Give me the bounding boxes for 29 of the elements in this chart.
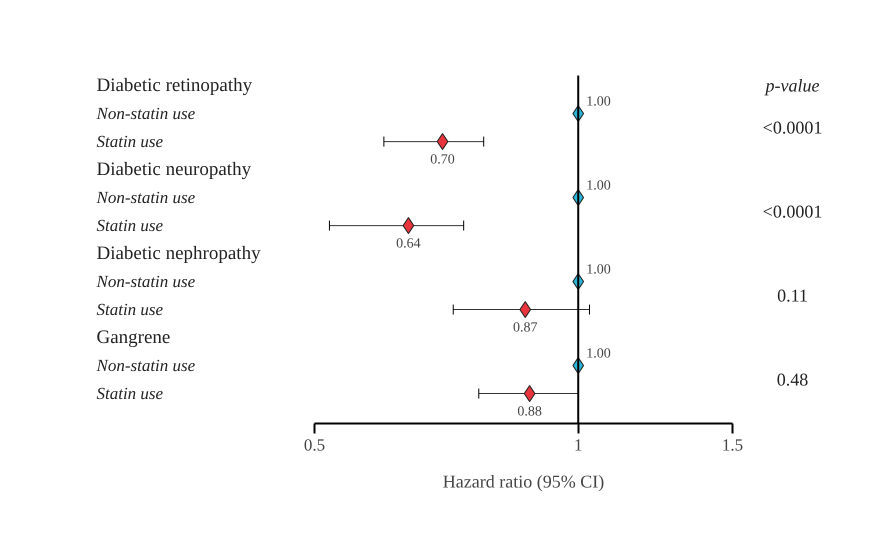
x-tick-label: 1 xyxy=(574,436,582,454)
y-tick-label: Statin use xyxy=(96,384,164,404)
y-tick-label: Diabetic neuropathy xyxy=(96,159,252,180)
data-label: 0.88 xyxy=(517,404,542,420)
text: p-value xyxy=(764,76,820,96)
y-tick-label: Statin use xyxy=(96,216,164,236)
data-label: 1.00 xyxy=(586,178,611,194)
data-label: 0.70 xyxy=(430,152,455,168)
y-tick-label: Statin use xyxy=(96,300,164,320)
y-tick-label: Non-statin use xyxy=(96,104,196,124)
data-label: 0.64 xyxy=(396,236,421,252)
x-tick-label: 1.5 xyxy=(722,436,744,454)
data-label: 1.00 xyxy=(586,346,611,362)
x-axis-title: Hazard ratio (95% CI) xyxy=(442,472,604,492)
y-tick-label: Statin use xyxy=(96,132,164,152)
text: <0.0001 xyxy=(762,202,822,222)
data-label: 1.00 xyxy=(586,94,611,110)
y-tick-label: Non-statin use xyxy=(96,188,196,208)
y-tick-label: Non-statin use xyxy=(96,272,196,292)
x-tick-label: 0.5 xyxy=(304,436,326,454)
text: 0.11 xyxy=(777,286,808,306)
text: 0.48 xyxy=(776,370,808,390)
y-tick-label: Non-statin use xyxy=(96,356,196,376)
text: <0.0001 xyxy=(762,118,822,138)
y-tick-label: Diabetic retinopathy xyxy=(96,75,253,96)
data-label: 0.87 xyxy=(512,320,538,336)
y-tick-label: Gangrene xyxy=(96,327,170,348)
data-label: 1.00 xyxy=(586,262,611,278)
y-tick-label: Diabetic nephropathy xyxy=(96,243,262,264)
